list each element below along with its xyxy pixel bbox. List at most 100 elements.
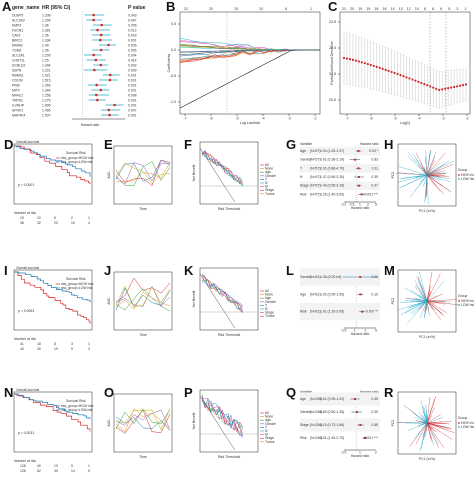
pca-vector: [426, 285, 431, 302]
pca-vector: [426, 160, 435, 176]
roc-frame: [113, 145, 173, 205]
dca-model-line: [201, 275, 243, 313]
panel-letter-forest: L: [286, 263, 294, 278]
forest-ci: 0.80 (0.50-1.28): [320, 410, 344, 414]
pca-vector: [415, 284, 428, 302]
pca-vector: [423, 422, 428, 441]
pca-legend-swatch-low: [458, 426, 460, 428]
panel-letter-a: A: [2, 0, 12, 14]
km-risk-high-value: 1: [88, 464, 90, 468]
panel-b-y-tick: 0.0: [171, 48, 176, 52]
panel-a-point: [92, 13, 95, 17]
pca-vector: [416, 293, 428, 302]
pca-vector: [426, 300, 435, 310]
panel-b: B 21 20 15 10 6 1 -7 -6 -5 -4 -3 -2 0.5 0.0 -0.5 -1.0…: [166, 0, 321, 125]
panel-c-point: [417, 80, 420, 83]
dca-frame: [199, 141, 259, 205]
panel-a-hr: 1.208: [42, 14, 51, 18]
km-risk-title: Number at risk: [14, 211, 36, 215]
panel-b-x-tick: -7: [183, 117, 186, 121]
forest-row-bg: [300, 268, 380, 286]
roc-line: [115, 285, 171, 307]
panel-b-x-tick: -3: [287, 117, 290, 121]
dca-model-line: [201, 281, 243, 310]
km-frame: [13, 143, 93, 205]
panel-c-point: [450, 86, 453, 89]
panel-a-gene: NR4C2: [12, 94, 23, 98]
panel-c-top-tick: 19: [358, 7, 362, 11]
pca-vector: [426, 172, 447, 176]
panel-a-hr: 1.209: [42, 54, 51, 58]
panel-c-point: [375, 65, 378, 68]
pca-legend-swatch-low: [458, 178, 460, 180]
pca-vector: [416, 275, 428, 302]
km-risk-low-value: 40: [20, 347, 24, 351]
forest-point: [359, 276, 362, 278]
pca-vector: [426, 295, 438, 302]
dca-legend-label: M: [265, 433, 268, 437]
dca-legend-label: Tumor: [265, 440, 276, 444]
forest-variable: Risk: [300, 310, 307, 314]
forest-tick: 5: [375, 203, 377, 207]
pca-vector: [426, 415, 432, 424]
panel-a-gene: BIRC3: [12, 39, 22, 43]
dca-ylabel: Net Benefit: [192, 165, 196, 182]
pca-vector: [414, 422, 428, 439]
roc-line: [115, 159, 171, 186]
panel-a-gene: NR4A2: [12, 44, 23, 48]
pca-vector: [426, 149, 432, 176]
km-risk-high-value: 41: [20, 342, 24, 346]
panel-c-point: [351, 58, 355, 61]
panel-a-point: [93, 68, 96, 72]
dca-legend-label: M: [265, 185, 268, 189]
forest-variable: Gender: [300, 410, 312, 414]
panel-a-p: 0.007: [128, 109, 137, 113]
dca-model-line: [201, 274, 243, 313]
roc-frame: [113, 393, 173, 453]
panel-a-gene: CD109: [12, 79, 23, 83]
forest-ci: 1.04 (1.00-1.07): [320, 149, 344, 153]
panel-b-top-tick: 21: [184, 7, 188, 11]
pca-vector: [426, 300, 429, 312]
pca-vector: [426, 271, 433, 302]
roc-line: [115, 162, 171, 185]
forest-header-hr: Hazard ratio: [360, 142, 379, 146]
panel-c-point: [432, 86, 435, 89]
panel-a-gene: MAP4K4: [12, 114, 25, 118]
pca-vector: [409, 300, 428, 314]
pca-vector: [426, 422, 455, 433]
km-title: Overall survival: [16, 140, 39, 144]
forest-variable: Age: [300, 397, 306, 401]
panel-c-point: [345, 57, 349, 60]
forest-row-bg: [300, 181, 380, 190]
panel-a-p: 0.001: [128, 104, 137, 108]
forest-header-hr: Hazard ratio: [360, 390, 379, 394]
pca-vector: [426, 422, 432, 431]
panel-letter-roc: O: [104, 385, 114, 400]
km-risk-high-value: 2: [71, 216, 73, 220]
pca-vector: [414, 280, 428, 302]
km-risk-high-value: 3: [71, 342, 73, 346]
panel-b-frame: [179, 11, 321, 115]
pca-vector: [426, 407, 435, 424]
panel-c-point: [420, 81, 423, 85]
panel-c-point: [429, 85, 432, 88]
km-risk-low-value: 128: [20, 469, 26, 473]
pca-vector: [398, 166, 428, 176]
forest-ci: 1.10 (0.73-1.66): [320, 423, 344, 427]
km-risk-high-value: 18: [37, 342, 41, 346]
forest-point: [364, 437, 367, 439]
row-0: D Overall survival p < 0.0001 Survival Risk…: [4, 137, 474, 225]
dca-legend-label: None: [265, 293, 273, 297]
forest-n: (N=81): [310, 292, 320, 296]
dca-legend-label: N: [265, 181, 268, 185]
panel-a-p: 0.001: [128, 89, 137, 93]
panel-a-col-p: P value: [128, 5, 146, 11]
pca-vector: [426, 174, 443, 187]
panel-c-point: [372, 64, 375, 68]
panel-letter-pca: H: [384, 137, 393, 152]
pca-vector: [425, 150, 428, 176]
panel-letter-km: I: [4, 263, 8, 278]
forest-variable: Age: [300, 292, 306, 296]
km-pvalue: p = 0.0031: [18, 431, 34, 435]
